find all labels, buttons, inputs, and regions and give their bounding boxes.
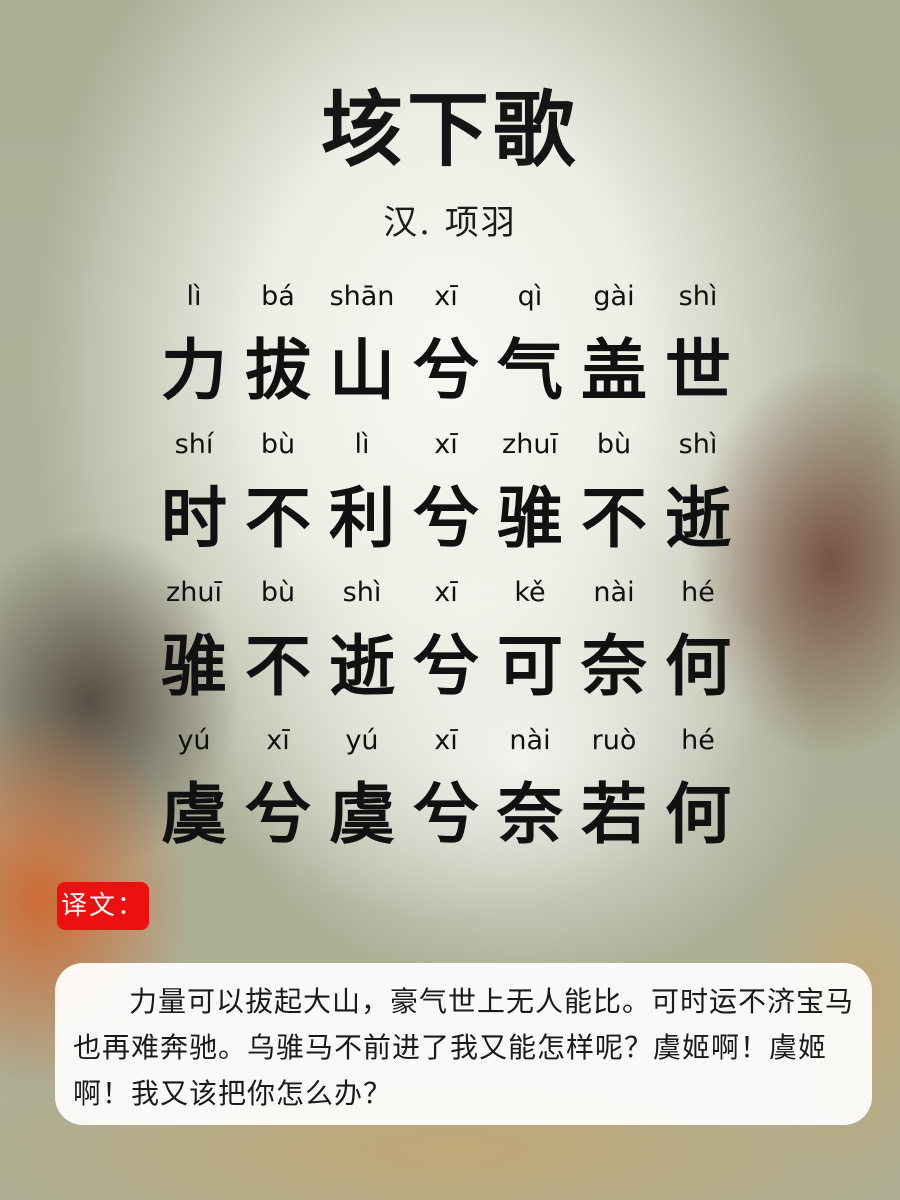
- hanzi-character: 逝: [665, 479, 731, 557]
- pinyin-syllable: shì: [678, 280, 718, 312]
- poem-line: yú xī yú xī nài ruò hé 虞 兮 虞 兮 奈 若 何: [152, 714, 752, 862]
- hanzi-character: 力: [161, 331, 227, 409]
- poem-author: 汉. 项羽: [383, 203, 517, 243]
- pinyin-syllable: bù: [596, 428, 632, 460]
- pinyin-syllable: kě: [514, 576, 546, 608]
- hanzi-character: 兮: [413, 775, 479, 853]
- poem-line: shí bù lì xī zhuī bù shì 时 不 利 兮 骓 不 逝: [152, 418, 752, 566]
- hanzi-character: 若: [581, 775, 647, 853]
- pinyin-syllable: xī: [434, 576, 458, 608]
- pinyin-syllable: yú: [345, 724, 379, 756]
- hanzi-character: 山: [329, 331, 395, 409]
- pinyin-syllable: gài: [593, 280, 635, 312]
- pinyin-syllable: xī: [434, 280, 458, 312]
- translation-label: 译文：: [57, 882, 149, 930]
- hanzi-character: 盖: [581, 331, 647, 409]
- hanzi-character: 时: [161, 479, 227, 557]
- pinyin-syllable: xī: [434, 724, 458, 756]
- pinyin-syllable: shān: [329, 280, 395, 312]
- hanzi-character: 世: [665, 331, 731, 409]
- hanzi-character: 奈: [497, 775, 563, 853]
- poem-line: zhuī bù shì xī kě nài hé 骓 不 逝 兮 可 奈 何: [152, 566, 752, 714]
- hanzi-character: 气: [497, 331, 563, 409]
- pinyin-syllable: shì: [342, 576, 382, 608]
- hanzi-character: 不: [245, 479, 311, 557]
- hanzi-character: 骓: [497, 479, 563, 557]
- hanzi-row: 虞 兮 虞 兮 奈 若 何: [152, 766, 740, 862]
- hanzi-character: 不: [245, 627, 311, 705]
- hanzi-character: 兮: [413, 331, 479, 409]
- pinyin-syllable: zhuī: [166, 576, 222, 608]
- hanzi-character: 骓: [161, 627, 227, 705]
- hanzi-character: 兮: [413, 627, 479, 705]
- pinyin-syllable: bá: [261, 280, 295, 312]
- pinyin-syllable: shí: [174, 428, 214, 460]
- hanzi-row: 力 拔 山 兮 气 盖 世: [152, 322, 740, 418]
- pinyin-row: lì bá shān xī qì gài shì: [152, 270, 740, 322]
- pinyin-row: shí bù lì xī zhuī bù shì: [152, 418, 740, 470]
- pinyin-syllable: qì: [517, 280, 543, 312]
- hanzi-character: 拔: [245, 331, 311, 409]
- pinyin-syllable: yú: [177, 724, 211, 756]
- hanzi-character: 虞: [329, 775, 395, 853]
- pinyin-syllable: zhuī: [502, 428, 558, 460]
- pinyin-syllable: hé: [681, 576, 715, 608]
- hanzi-character: 虞: [161, 775, 227, 853]
- hanzi-character: 何: [665, 775, 731, 853]
- pinyin-syllable: xī: [266, 724, 290, 756]
- pinyin-syllable: nài: [509, 724, 551, 756]
- hanzi-row: 骓 不 逝 兮 可 奈 何: [152, 618, 740, 714]
- poem-line: lì bá shān xī qì gài shì 力 拔 山 兮 气 盖 世: [152, 270, 752, 418]
- translation-box: 力量可以拔起大山，豪气世上无人能比。可时运不济宝马也再难奔驰。乌骓马不前进了我又…: [55, 963, 872, 1125]
- pinyin-row: zhuī bù shì xī kě nài hé: [152, 566, 740, 618]
- pinyin-syllable: lì: [186, 280, 202, 312]
- pinyin-syllable: hé: [681, 724, 715, 756]
- pinyin-syllable: bù: [260, 428, 296, 460]
- hanzi-row: 时 不 利 兮 骓 不 逝: [152, 470, 740, 566]
- pinyin-row: yú xī yú xī nài ruò hé: [152, 714, 740, 766]
- poem-title: 垓下歌: [320, 82, 579, 178]
- hanzi-character: 兮: [245, 775, 311, 853]
- translation-text: 力量可以拔起大山，豪气世上无人能比。可时运不济宝马也再难奔驰。乌骓马不前进了我又…: [73, 985, 855, 1110]
- pinyin-syllable: shì: [678, 428, 718, 460]
- pinyin-syllable: xī: [434, 428, 458, 460]
- hanzi-character: 不: [581, 479, 647, 557]
- hanzi-character: 可: [497, 627, 563, 705]
- pinyin-syllable: ruò: [591, 724, 637, 756]
- pinyin-syllable: nài: [593, 576, 635, 608]
- hanzi-character: 利: [329, 479, 395, 557]
- pinyin-syllable: bù: [260, 576, 296, 608]
- poem-body: lì bá shān xī qì gài shì 力 拔 山 兮 气 盖 世 s…: [152, 270, 752, 862]
- hanzi-character: 兮: [413, 479, 479, 557]
- hanzi-character: 奈: [581, 627, 647, 705]
- pinyin-syllable: lì: [354, 428, 370, 460]
- hanzi-character: 何: [665, 627, 731, 705]
- hanzi-character: 逝: [329, 627, 395, 705]
